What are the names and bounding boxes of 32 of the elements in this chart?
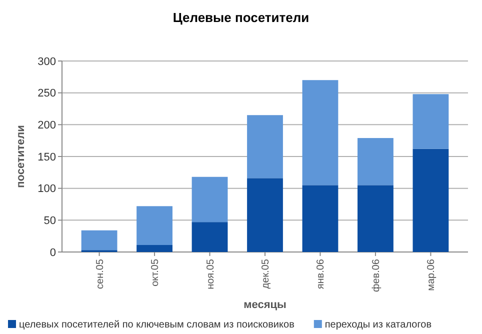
y-tick-label: 0 xyxy=(50,246,56,259)
legend-label: целевых посетителей по ключевым словам из поисковиков xyxy=(19,320,294,330)
bar xyxy=(192,222,228,252)
x-tick-label: окт.05 xyxy=(150,258,162,286)
legend-label: переходы из каталогов xyxy=(324,320,432,330)
x-tick-label: янв.06 xyxy=(316,258,327,290)
y-tick-label: 200 xyxy=(38,120,56,132)
x-tick-label: сен.05 xyxy=(94,258,106,289)
y-axis-title: посетители xyxy=(15,125,27,188)
chart-title: Целевые посетители xyxy=(172,10,310,25)
x-tick-label: мар.06 xyxy=(426,258,438,291)
bar xyxy=(302,185,338,252)
x-axis-title: месяцы xyxy=(244,299,286,311)
y-tick-label: 100 xyxy=(38,183,56,196)
bar xyxy=(192,176,228,222)
bar xyxy=(302,80,338,186)
bar xyxy=(81,230,118,250)
bar xyxy=(136,206,172,245)
x-tick-label: ноя.05 xyxy=(205,258,216,290)
y-tick-label: 300 xyxy=(38,56,56,68)
y-tick-label: 50 xyxy=(44,215,56,228)
bar xyxy=(412,148,449,252)
bar xyxy=(136,244,172,252)
y-tick-label: 150 xyxy=(38,151,56,164)
bar xyxy=(358,185,394,252)
bar xyxy=(247,115,283,178)
bar xyxy=(412,94,449,149)
x-tick-label: дек.05 xyxy=(260,258,272,289)
y-tick-label: 250 xyxy=(38,88,56,100)
bar xyxy=(247,178,283,252)
x-tick-label: фев.06 xyxy=(370,258,382,292)
bar xyxy=(358,138,394,186)
